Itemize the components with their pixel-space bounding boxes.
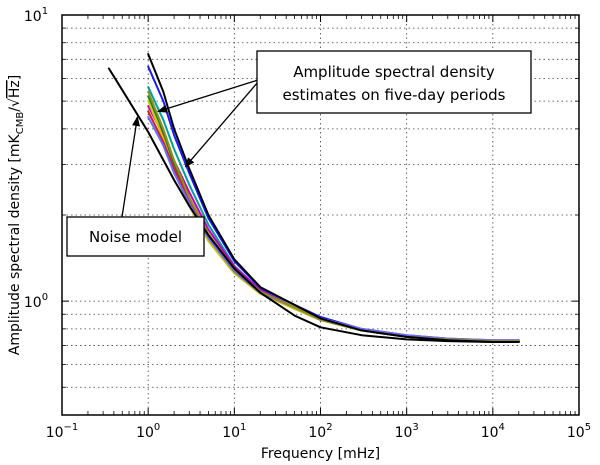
- series-noise-model: [107, 67, 520, 343]
- series-five-day-estimate-3: [147, 86, 520, 343]
- y-tick-label: 100: [24, 292, 48, 311]
- y-tick-label: 101: [24, 6, 48, 25]
- x-tick-label: 103: [395, 422, 419, 441]
- y-axis-label: Amplitude spectral density [mKCMB/√Hz]: [7, 75, 26, 355]
- series-five-day-estimate-1: [147, 53, 520, 343]
- x-tick-label: 100: [136, 422, 160, 441]
- tick-labels: 10−1 100 101 102 103 104 105 100 101: [24, 6, 591, 441]
- data-series: [107, 53, 520, 343]
- x-tick-label: 10−1: [46, 422, 79, 441]
- annotations: Amplitude spectral density estimates on …: [66, 50, 532, 257]
- asd-annotation-line-1: Amplitude spectral density: [293, 63, 495, 81]
- asd-annotation-line-2: estimates on five-day periods: [283, 86, 506, 104]
- noise-model-arrow: [121, 116, 140, 218]
- x-axis-label: Frequency [mHz]: [261, 446, 380, 462]
- noise-model-annotation: Noise model: [66, 116, 205, 257]
- x-tick-label: 105: [567, 422, 591, 441]
- grid: [62, 15, 579, 415]
- x-tick-label: 101: [222, 422, 246, 441]
- svg-text:Amplitude spectral density [mK: Amplitude spectral density [mKCMB/√Hz]: [7, 75, 26, 355]
- asd-arrow-1: [157, 79, 259, 113]
- noise-model-label: Noise model: [89, 228, 182, 246]
- x-tick-label: 102: [308, 422, 332, 441]
- axis-ticks: [61, 14, 580, 415]
- asd-annotation: Amplitude spectral density estimates on …: [157, 50, 532, 168]
- x-tick-label: 104: [481, 422, 505, 441]
- asd-arrow-2: [184, 81, 259, 168]
- asd-annotation-box: [256, 50, 532, 114]
- noise-model-box: [66, 216, 205, 257]
